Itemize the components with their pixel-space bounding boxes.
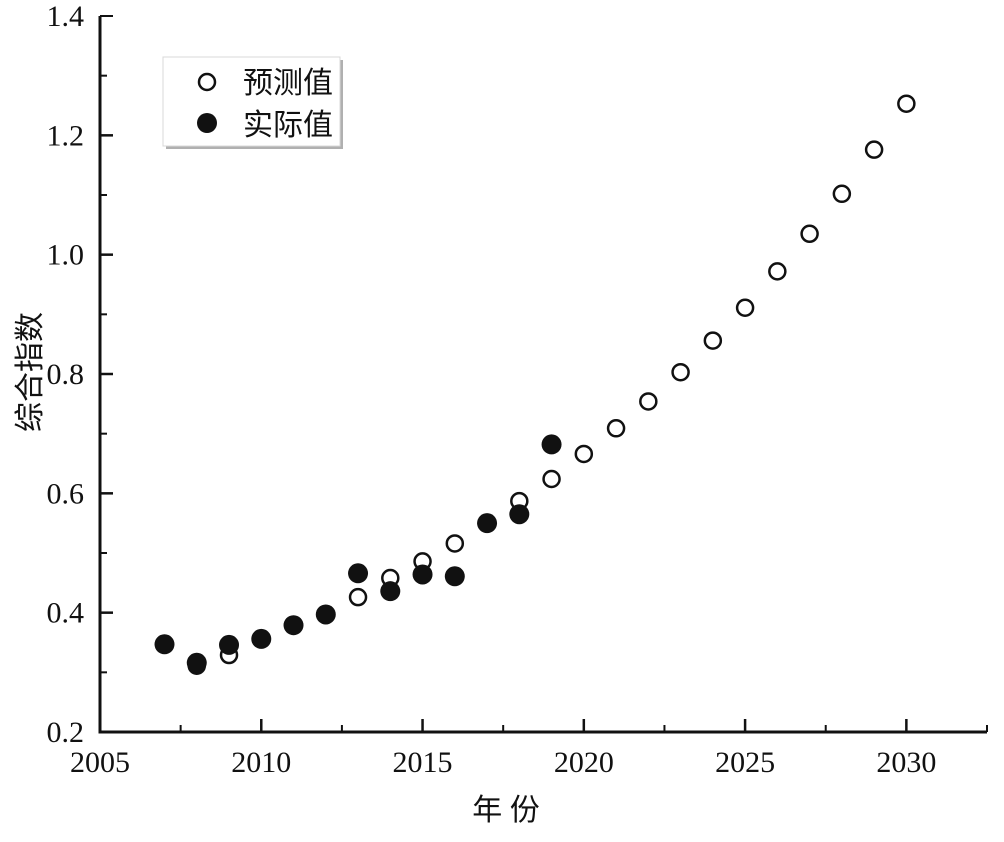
actual-point <box>219 634 240 655</box>
y-tick-label: 0.2 <box>47 716 85 749</box>
y-tick-label: 1.0 <box>47 239 85 272</box>
legend-label-actual: 实际值 <box>243 109 333 142</box>
y-tick-label: 0.4 <box>47 597 85 630</box>
predicted-point <box>735 298 755 318</box>
series-predicted-points <box>155 94 916 676</box>
legend: 预测值 实际值 <box>162 56 343 149</box>
actual-point <box>283 615 304 636</box>
predicted-point <box>800 224 819 244</box>
predicted-point <box>574 444 594 464</box>
predicted-point <box>606 419 626 438</box>
y-axis-title: 综合指数 <box>14 312 47 432</box>
y-tick-label: 1.2 <box>47 119 85 152</box>
legend-label-predicted: 预测值 <box>243 67 333 100</box>
actual-point <box>315 604 336 625</box>
predicted-point <box>348 587 368 607</box>
x-tick-label: 2015 <box>393 746 453 779</box>
predicted-point <box>768 262 787 281</box>
predicted-point <box>703 331 723 350</box>
y-tick-label: 0.8 <box>47 358 85 391</box>
y-tick-label: 0.6 <box>47 477 85 510</box>
x-tick-label: 2020 <box>554 746 614 779</box>
y-tick-label: 1.4 <box>47 0 85 33</box>
series-actual-points <box>154 434 562 673</box>
open-circle-icon <box>197 72 217 92</box>
predicted-point <box>832 184 852 204</box>
actual-point <box>444 566 465 587</box>
x-tick-label: 2010 <box>231 746 291 779</box>
actual-point <box>380 581 401 602</box>
x-axis-title: 年 份 <box>472 794 540 827</box>
x-tick-label: 2030 <box>876 746 936 779</box>
predicted-point <box>639 392 658 411</box>
actual-point <box>477 513 498 534</box>
actual-point <box>154 634 175 655</box>
actual-point <box>412 564 433 585</box>
predicted-point <box>864 140 884 159</box>
actual-point <box>348 563 369 584</box>
filled-circle-icon <box>197 113 217 133</box>
legend-box <box>162 56 341 147</box>
actual-point <box>509 504 530 525</box>
x-tick-label: 2005 <box>70 746 130 779</box>
predicted-point <box>897 94 916 113</box>
axis-ticks: 2005 2010 2015 2020 2025 2030 0.2 0.4 0.6 0.8 1.0 1… <box>47 0 937 779</box>
x-tick-label: 2025 <box>715 746 775 779</box>
actual-point <box>251 628 272 649</box>
actual-point <box>186 652 207 673</box>
actual-point <box>541 434 562 455</box>
predicted-point <box>445 534 465 553</box>
predicted-point <box>671 362 690 382</box>
predicted-point <box>542 469 561 489</box>
